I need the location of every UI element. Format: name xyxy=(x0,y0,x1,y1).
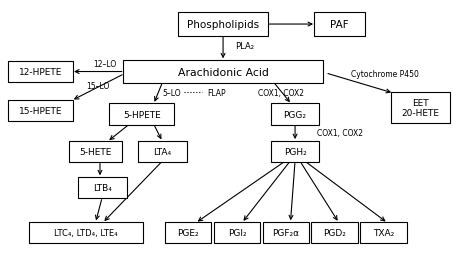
Text: FLAP: FLAP xyxy=(207,88,226,97)
Text: PAF: PAF xyxy=(330,20,348,30)
FancyBboxPatch shape xyxy=(214,222,260,243)
Text: EET
20-HETE: EET 20-HETE xyxy=(401,99,439,118)
Text: PGE₂: PGE₂ xyxy=(177,228,199,237)
Text: PLA₂: PLA₂ xyxy=(235,42,254,51)
Text: TXA₂: TXA₂ xyxy=(373,228,394,237)
FancyBboxPatch shape xyxy=(123,61,323,84)
FancyBboxPatch shape xyxy=(165,222,211,243)
FancyBboxPatch shape xyxy=(311,222,358,243)
Text: LTB₄: LTB₄ xyxy=(93,183,112,193)
FancyBboxPatch shape xyxy=(271,141,319,163)
Text: PGD₂: PGD₂ xyxy=(323,228,346,237)
Text: PGI₂: PGI₂ xyxy=(228,228,246,237)
Text: 5-HETE: 5-HETE xyxy=(79,147,111,156)
FancyBboxPatch shape xyxy=(8,62,73,83)
FancyBboxPatch shape xyxy=(314,13,365,37)
Text: PGG₂: PGG₂ xyxy=(283,110,307,119)
FancyBboxPatch shape xyxy=(360,222,407,243)
FancyBboxPatch shape xyxy=(29,222,143,243)
Text: Phospholipids: Phospholipids xyxy=(187,20,259,30)
FancyBboxPatch shape xyxy=(138,141,187,163)
FancyBboxPatch shape xyxy=(78,177,127,199)
FancyBboxPatch shape xyxy=(109,104,174,125)
Text: Arachidonic Acid: Arachidonic Acid xyxy=(178,67,268,77)
Text: Cytochrome P450: Cytochrome P450 xyxy=(351,70,419,78)
FancyBboxPatch shape xyxy=(8,100,73,121)
Text: 12-HPETE: 12-HPETE xyxy=(19,68,62,77)
Text: 12–LO: 12–LO xyxy=(93,60,116,69)
Text: COX1, COX2: COX1, COX2 xyxy=(258,88,304,97)
Text: LTC₄, LTD₄, LTE₄: LTC₄, LTD₄, LTE₄ xyxy=(54,228,118,237)
Text: 5–LO: 5–LO xyxy=(163,88,181,97)
FancyBboxPatch shape xyxy=(178,13,268,37)
FancyBboxPatch shape xyxy=(271,104,319,125)
Text: COX1, COX2: COX1, COX2 xyxy=(318,129,364,138)
FancyBboxPatch shape xyxy=(392,93,449,124)
Text: 15-HPETE: 15-HPETE xyxy=(19,106,62,115)
Text: 5-HPETE: 5-HPETE xyxy=(123,110,161,119)
Text: PGF₂α: PGF₂α xyxy=(272,228,300,237)
Text: PGH₂: PGH₂ xyxy=(284,147,306,156)
Text: 15–LO: 15–LO xyxy=(86,82,109,91)
FancyBboxPatch shape xyxy=(263,222,309,243)
FancyBboxPatch shape xyxy=(69,141,122,163)
Text: LTA₄: LTA₄ xyxy=(154,147,172,156)
